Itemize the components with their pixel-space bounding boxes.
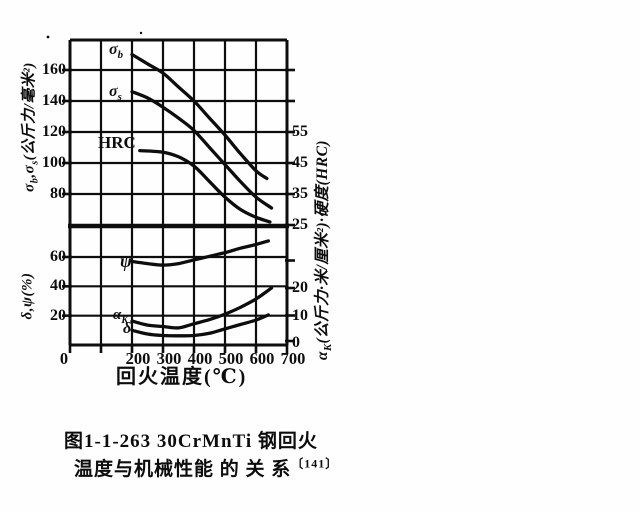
tick-label-temp-400: 400 xyxy=(187,349,213,368)
axis-title-sigma: σb,σs(公斤力/毫米²) xyxy=(21,62,41,192)
tick-label-sigma-100: 100 xyxy=(42,154,66,171)
curve-label-delta: δ xyxy=(123,320,132,337)
tick-label-hrc-45: 45 xyxy=(292,154,308,171)
tempering-properties-chart: 160 140 120 100 80 60 40 20 55 45 35 25 20 10 0 0 200 300… xyxy=(19,31,335,388)
tick-label-hrc-25: 25 xyxy=(292,216,308,233)
tick-label-temp-600: 600 xyxy=(249,349,275,368)
tick-label-hrc-55: 55 xyxy=(292,123,308,140)
tick-label-sigma-120: 120 xyxy=(42,123,66,140)
tick-label-pct-60: 60 xyxy=(50,248,66,265)
curve-label-hrc: HRC xyxy=(98,133,136,152)
tick-label-ak-20: 20 xyxy=(292,279,308,296)
tick-label-ak-10: 10 xyxy=(292,306,308,324)
tick-label-temp-200: 200 xyxy=(125,349,151,368)
curve-psi xyxy=(130,239,271,267)
tick-label-sigma-160: 160 xyxy=(42,61,66,78)
tick-label-pct-20: 20 xyxy=(50,306,66,324)
tick-label-temp-500: 500 xyxy=(218,349,244,368)
curve-alpha-k xyxy=(130,286,274,330)
tick-label-temp-700: 700 xyxy=(280,349,306,368)
scan-speck xyxy=(139,31,143,35)
caption-text: 温度与机械性能 的 关 系 xyxy=(74,459,292,480)
curve-label-alpha-k: αK xyxy=(113,307,129,326)
curve-sigma-b xyxy=(130,52,269,181)
tick-label-pct-40: 40 xyxy=(50,277,66,295)
tick-label-sigma-80: 80 xyxy=(50,185,66,202)
figure-caption-line2: 温度与机械性能 的 关 系〔141〕 xyxy=(74,454,338,481)
axis-title-ductility: δ,ψ(%) xyxy=(19,272,36,320)
tick-label-temp-300: 300 xyxy=(156,349,182,368)
x-axis-title: 回火温度(℃) xyxy=(116,366,248,388)
axis-title-toughness-hardness: αK(公斤力·米/厘米²)·硬度(HRC) xyxy=(313,139,335,361)
curve-label-psi: ψ xyxy=(120,251,133,271)
curve-sigma-s xyxy=(130,90,274,210)
tick-label-temp-0: 0 xyxy=(59,349,69,368)
scan-speck xyxy=(46,35,50,39)
tick-label-hrc-35: 35 xyxy=(292,185,308,202)
curve-label-sigma-s: σs xyxy=(109,83,122,104)
figure-caption-line1: 图1-1-263 30CrMnTi 钢回火 xyxy=(64,431,318,452)
tick-label-sigma-140: 140 xyxy=(42,92,66,109)
curve-delta xyxy=(130,313,271,338)
citation-superscript: 〔141〕 xyxy=(291,456,339,471)
curve-hrc xyxy=(138,148,272,224)
curve-label-sigma-b: σb xyxy=(109,41,124,62)
chart-canvas xyxy=(46,31,295,353)
tick-label-ak-0: 0 xyxy=(292,334,300,351)
